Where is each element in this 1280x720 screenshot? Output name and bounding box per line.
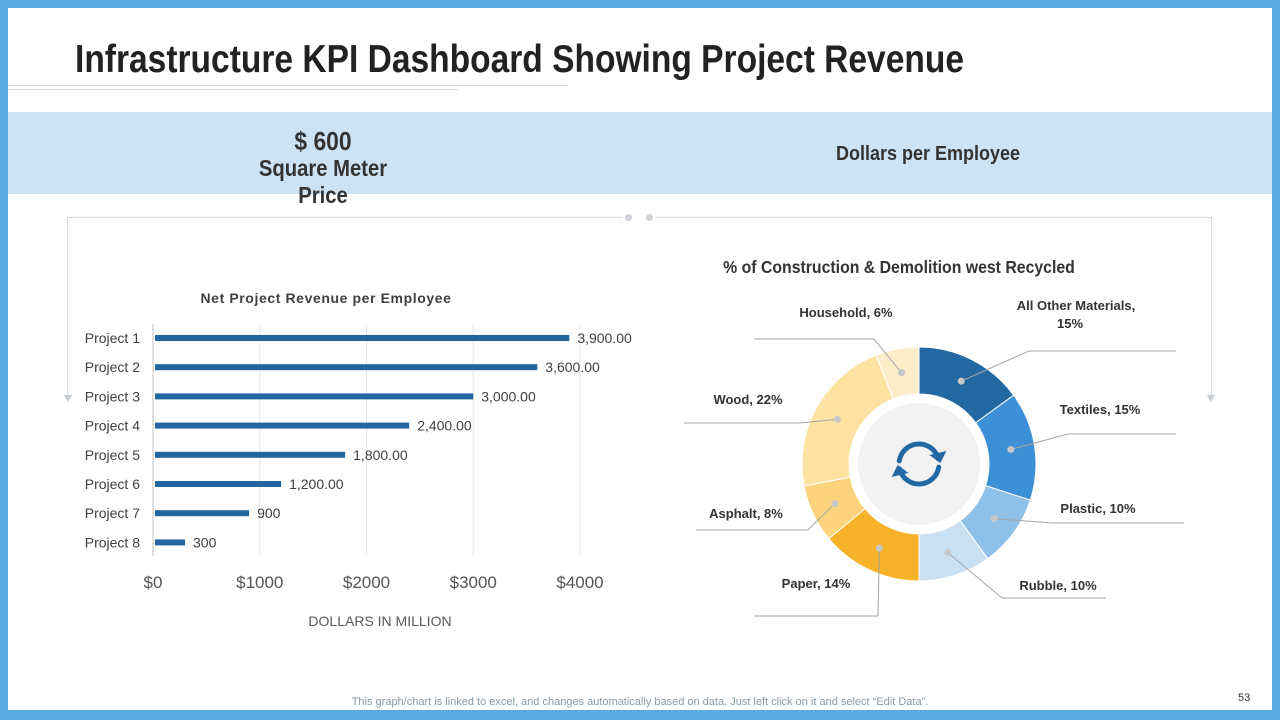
bar-project-4 bbox=[155, 422, 410, 429]
leader-line-rubble bbox=[947, 552, 1106, 599]
donut-slice-household bbox=[875, 346, 920, 400]
bar-project-2 bbox=[155, 364, 538, 371]
page-title: Infrastructure KPI Dashboard Showing Pro… bbox=[75, 38, 964, 81]
leader-line-textiles bbox=[1010, 433, 1176, 450]
category-label: Project 8 bbox=[85, 534, 140, 550]
x-tick-label: $1000 bbox=[236, 573, 283, 592]
bar-project-5 bbox=[155, 451, 346, 458]
leader-dot-household bbox=[898, 369, 906, 377]
footnote: This graph/chart is linked to excel, and… bbox=[351, 696, 929, 708]
leader-dot-wood bbox=[834, 415, 842, 423]
category-label: Project 2 bbox=[85, 359, 140, 375]
page-number: 53 bbox=[1238, 692, 1251, 704]
x-tick-label: $2000 bbox=[343, 573, 390, 592]
donut-center-disc bbox=[856, 401, 982, 527]
bar-data-label: 1,200.00 bbox=[289, 476, 344, 492]
refresh-arrowhead bbox=[929, 451, 947, 464]
bar-data-label: 300 bbox=[193, 534, 217, 550]
bar-data-label: 900 bbox=[257, 505, 281, 521]
kpi-square-meter-price-value: $ 600 bbox=[294, 126, 352, 156]
donut-label-household: Household, 6% bbox=[799, 305, 893, 320]
kpi-banner: $ 600 Square Meter Price Dollars per Emp… bbox=[8, 112, 1272, 208]
category-label: Project 6 bbox=[85, 476, 140, 492]
leader-line-all-other-materials bbox=[961, 350, 1176, 382]
leader-line-paper bbox=[754, 548, 880, 617]
leader-line-household bbox=[754, 338, 902, 373]
donut-label-textiles: Textiles, 15% bbox=[1060, 402, 1141, 417]
leader-line-plastic bbox=[994, 518, 1184, 524]
bar-data-label: 3,600.00 bbox=[545, 359, 600, 375]
left-arrow-icon bbox=[64, 395, 72, 402]
category-label: Project 4 bbox=[85, 418, 140, 434]
bar-chart: Net Project Revenue per Employee $0 $1000 $… bbox=[85, 290, 632, 629]
leader-dot-textiles bbox=[1007, 445, 1015, 453]
leader-dot-rubble bbox=[944, 548, 952, 556]
x-tick-label: $0 bbox=[144, 573, 163, 592]
bar-data-label: 3,900.00 bbox=[577, 330, 632, 346]
bar-project-7 bbox=[155, 510, 250, 517]
donut-label-all-other-materials: All Other Materials, 15% bbox=[1017, 298, 1135, 331]
bar-chart-title: Net Project Revenue per Employee bbox=[200, 290, 451, 306]
refresh-arrowhead bbox=[891, 464, 909, 477]
leader-dot-plastic bbox=[990, 515, 998, 523]
connector-dot-right bbox=[646, 214, 653, 221]
category-label: Project 3 bbox=[85, 388, 140, 404]
leader-dot-all-other-materials bbox=[957, 377, 965, 385]
bar-project-1 bbox=[155, 335, 570, 341]
right-panel-bracket bbox=[656, 217, 1212, 398]
donut-chart: % of Construction & Demolition west Recy… bbox=[684, 257, 1184, 617]
connector-dot-left bbox=[625, 214, 632, 221]
title-underline-short bbox=[8, 89, 458, 90]
donut-chart-title: % of Construction & Demolition west Recy… bbox=[723, 257, 1075, 277]
bar-project-6 bbox=[155, 481, 282, 487]
leader-line-asphalt bbox=[696, 503, 836, 531]
bar-project-3 bbox=[155, 393, 474, 400]
bar-data-label: 3,000.00 bbox=[481, 388, 536, 404]
donut-label-rubble: Rubble, 10% bbox=[1019, 578, 1097, 593]
kpi-dollars-per-employee-label: Dollars per Employee bbox=[835, 143, 1021, 165]
kpi-square-meter-price-label: Square Meter Price bbox=[258, 155, 388, 208]
donut-label-plastic: Plastic, 10% bbox=[1060, 501, 1136, 516]
bar-project-8 bbox=[155, 539, 186, 546]
donut-label-asphalt: Asphalt, 8% bbox=[709, 506, 783, 521]
x-tick-label: $3000 bbox=[450, 573, 497, 592]
donut-label-paper: Paper, 14% bbox=[782, 576, 851, 591]
leader-dot-asphalt bbox=[831, 500, 839, 508]
donut-label-wood: Wood, 22% bbox=[713, 392, 783, 407]
title-underline bbox=[8, 85, 568, 86]
category-label: Project 5 bbox=[85, 447, 140, 463]
x-tick-label: $4000 bbox=[556, 573, 603, 592]
bar-data-label: 1,800.00 bbox=[353, 447, 408, 463]
slide: Infrastructure KPI Dashboard Showing Pro… bbox=[8, 8, 1272, 710]
refresh-cycle-icon bbox=[896, 441, 942, 487]
category-label: Project 1 bbox=[85, 330, 140, 346]
leader-line-wood bbox=[684, 418, 838, 424]
category-label: Project 7 bbox=[85, 505, 140, 521]
bar-data-label: 2,400.00 bbox=[417, 418, 472, 434]
x-axis-label: DOLLARS IN MILLION bbox=[308, 613, 451, 629]
leader-dot-paper bbox=[875, 544, 883, 552]
right-arrow-icon bbox=[1207, 395, 1215, 402]
left-panel-bracket bbox=[67, 217, 623, 398]
